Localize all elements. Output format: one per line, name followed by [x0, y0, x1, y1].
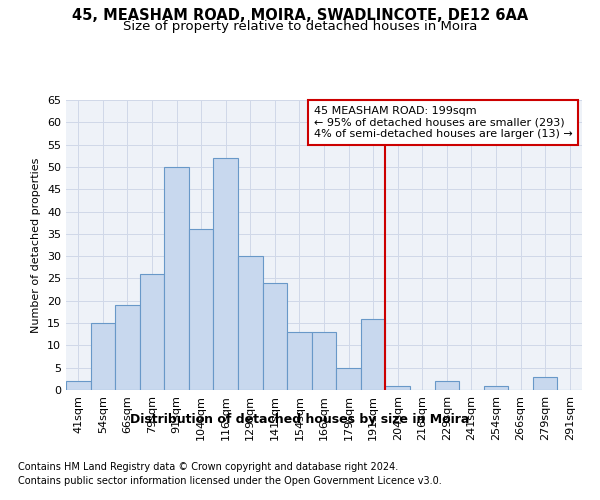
Bar: [287, 332, 312, 390]
Bar: [533, 376, 557, 390]
Bar: [140, 274, 164, 390]
Text: Contains HM Land Registry data © Crown copyright and database right 2024.: Contains HM Land Registry data © Crown c…: [18, 462, 398, 472]
Bar: [189, 230, 214, 390]
Bar: [484, 386, 508, 390]
Bar: [238, 256, 263, 390]
Bar: [263, 283, 287, 390]
Bar: [312, 332, 336, 390]
Text: Contains public sector information licensed under the Open Government Licence v3: Contains public sector information licen…: [18, 476, 442, 486]
Text: 45 MEASHAM ROAD: 199sqm
← 95% of detached houses are smaller (293)
4% of semi-de: 45 MEASHAM ROAD: 199sqm ← 95% of detache…: [314, 106, 572, 139]
Y-axis label: Number of detached properties: Number of detached properties: [31, 158, 41, 332]
Bar: [91, 323, 115, 390]
Bar: [66, 381, 91, 390]
Text: Distribution of detached houses by size in Moira: Distribution of detached houses by size …: [130, 412, 470, 426]
Bar: [336, 368, 361, 390]
Bar: [385, 386, 410, 390]
Bar: [164, 167, 189, 390]
Bar: [115, 305, 140, 390]
Bar: [361, 318, 385, 390]
Text: 45, MEASHAM ROAD, MOIRA, SWADLINCOTE, DE12 6AA: 45, MEASHAM ROAD, MOIRA, SWADLINCOTE, DE…: [72, 8, 528, 22]
Bar: [434, 381, 459, 390]
Text: Size of property relative to detached houses in Moira: Size of property relative to detached ho…: [123, 20, 477, 33]
Bar: [214, 158, 238, 390]
